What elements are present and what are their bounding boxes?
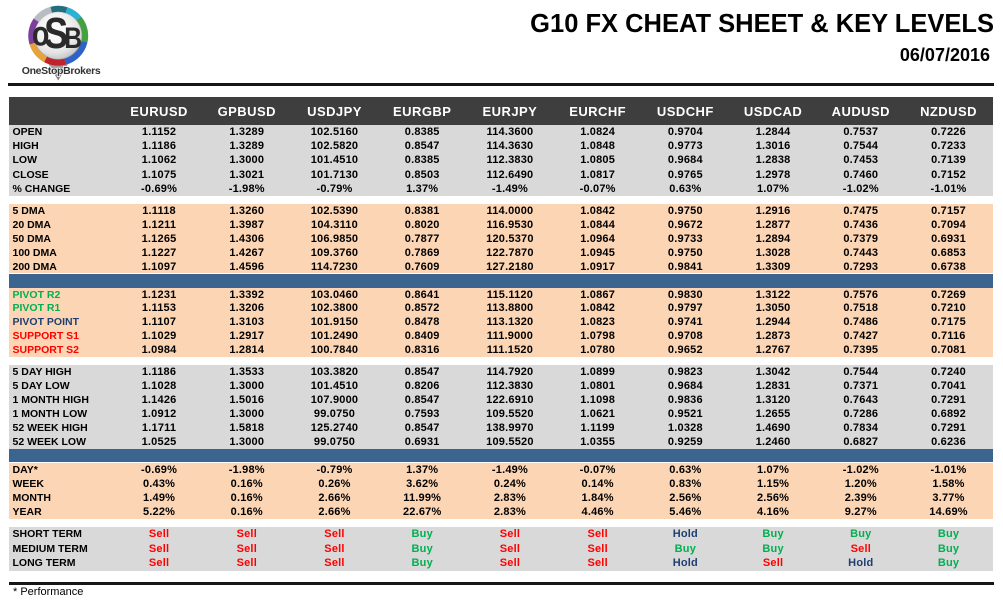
svg-text:S: S xyxy=(44,8,68,57)
svg-text:OneStopBrokers: OneStopBrokers xyxy=(22,65,101,77)
svg-text:OneStopBrokers: OneStopBrokers xyxy=(23,66,102,78)
svg-text:B: B xyxy=(64,20,82,54)
svg-text:o: o xyxy=(32,14,50,53)
